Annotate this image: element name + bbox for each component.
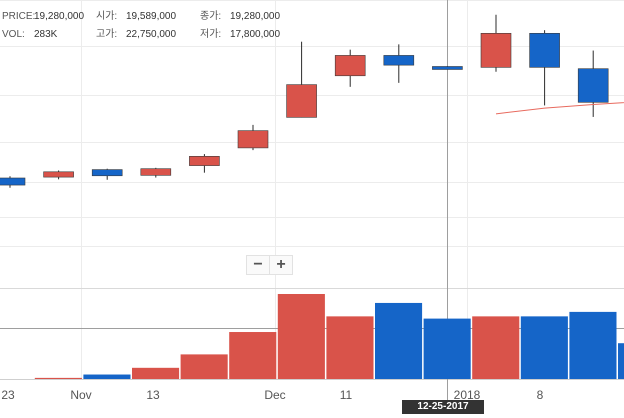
candle: [286, 41, 317, 118]
candle-body: [529, 32, 560, 68]
high-value: 22,750,000: [126, 29, 177, 40]
candle: [383, 44, 415, 83]
volume-bar: [277, 293, 325, 379]
candle: [189, 154, 220, 173]
x-tick-label: 11: [339, 388, 353, 402]
x-tick-label: 2018: [453, 388, 481, 402]
price-label: PRICE:: [2, 11, 36, 22]
candle-body: [577, 68, 609, 103]
candle: [91, 168, 123, 180]
ma-polyline: [495, 102, 624, 115]
volume-bar: [618, 343, 624, 379]
high-label: 고가:: [96, 29, 118, 40]
vol-label: VOL:: [2, 29, 25, 40]
candle: [43, 170, 74, 180]
volume-bar: [326, 316, 374, 379]
volume-bar: [375, 302, 423, 379]
vol-value: 283K: [34, 29, 58, 40]
candle-body: [480, 32, 512, 68]
candle-body: [0, 177, 26, 186]
x-tick-label: 8: [536, 388, 544, 402]
cursor-date-badge: 12-25-2017: [402, 400, 484, 414]
candle: [334, 49, 366, 87]
x-tick-label: 23: [1, 388, 15, 402]
low-label: 저가:: [200, 29, 222, 40]
candle: [140, 167, 172, 178]
volume-bar: [423, 318, 471, 379]
open-label: 시가:: [96, 11, 118, 22]
candle: [577, 50, 609, 117]
candle: [237, 124, 269, 151]
close-label: 종가:: [200, 11, 222, 22]
x-tick-label: Dec: [264, 388, 286, 402]
x-tick-label: 13: [146, 388, 160, 402]
moving-average-line: [495, 102, 624, 115]
volume-bar: [520, 316, 568, 379]
price-value: 19,280,000: [34, 11, 85, 22]
candles: [0, 14, 609, 188]
low-value: 17,800,000: [230, 29, 281, 40]
volume-bar: [34, 377, 82, 379]
close-value: 19,280,000: [230, 11, 281, 22]
candle-body: [91, 169, 123, 177]
volume-bar: [229, 332, 277, 379]
zoom-out-button[interactable]: −: [253, 256, 263, 273]
candle-body: [140, 168, 172, 176]
candle: [0, 176, 26, 188]
x-axis: 23 Nov 13 Dec 11 2018 8: [0, 382, 624, 418]
ohlc-info-panel: PRICE: 19,280,000 시가: 19,589,000 종가: 19,280…: [2, 8, 290, 44]
volume-bar: [472, 316, 520, 379]
candle: [529, 30, 560, 106]
volume-bar: [569, 311, 617, 379]
open-value: 19,589,000: [126, 11, 177, 22]
candle-body: [237, 130, 269, 149]
candle-body: [383, 55, 415, 66]
grid-lines: [0, 0, 624, 380]
volume-bar: [83, 374, 131, 379]
zoom-in-button[interactable]: +: [269, 256, 292, 274]
candle: [480, 14, 512, 72]
candle-body: [286, 84, 317, 118]
volume-bar: [180, 354, 228, 379]
volume-bars: [34, 293, 624, 379]
candle-body: [43, 171, 74, 178]
x-tick-label: Nov: [70, 388, 92, 402]
candle: [432, 66, 463, 70]
volume-bar: [132, 367, 180, 379]
candle-body: [334, 55, 366, 77]
candle-body: [189, 156, 220, 166]
zoom-controls: − +: [246, 255, 293, 275]
candle-body: [432, 66, 463, 70]
